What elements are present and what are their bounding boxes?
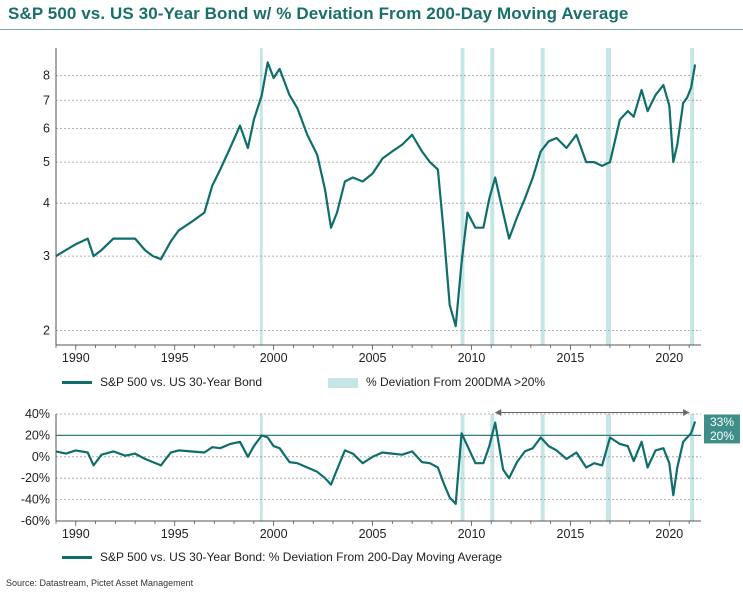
- legend-bottom-series: S&P 500 vs. US 30-Year Bond: % Deviation…: [62, 550, 502, 564]
- x-tick-label: 1995: [161, 351, 189, 365]
- legend-line-swatch: [62, 381, 92, 385]
- shaded-band: [540, 414, 545, 521]
- y-tick-label: 3: [43, 249, 50, 263]
- shaded-band: [259, 414, 263, 521]
- shaded-band: [540, 48, 545, 345]
- legend-top-band-label: % Deviation From 200DMA >20%: [366, 375, 546, 389]
- shaded-band: [606, 48, 611, 345]
- shaded-band: [690, 414, 695, 521]
- x-tick-label: 2005: [359, 527, 387, 541]
- legend-line-swatch: [62, 556, 92, 560]
- shaded-band: [490, 414, 495, 521]
- series-line: [55, 421, 697, 505]
- current-value-box: [704, 414, 740, 430]
- chart-title: S&P 500 vs. US 30-Year Bond w/ % Deviati…: [8, 4, 629, 23]
- x-tick-label: 2015: [557, 527, 585, 541]
- y-tick-label: 6: [43, 122, 50, 136]
- y-tick-label: 8: [43, 69, 50, 83]
- y-tick-label: 2: [43, 324, 50, 338]
- x-tick-label: 2005: [359, 351, 387, 365]
- current-value-label: 33%: [710, 415, 734, 429]
- x-tick-label: 1995: [161, 527, 189, 541]
- y-tick-label: -20%: [21, 471, 50, 485]
- y-tick-label: 4: [43, 196, 50, 210]
- x-tick-label: 2015: [557, 351, 585, 365]
- y-tick-label: 0%: [32, 450, 50, 464]
- range-arrow-head-left: [495, 408, 502, 416]
- series-line: [55, 61, 697, 328]
- shaded-band: [606, 414, 611, 521]
- bottom-panel: 40% 20% 0% -20% -40% -60% 1990 1995 2000 2005 2010…: [21, 407, 740, 541]
- legend-band-swatch: [328, 377, 358, 388]
- legend-top-band: % Deviation From 200DMA >20%: [328, 375, 545, 389]
- x-tick-label: 2010: [458, 527, 486, 541]
- legend-bottom-series-label: S&P 500 vs. US 30-Year Bond: % Deviation…: [100, 550, 502, 564]
- shaded-band: [490, 48, 495, 345]
- shaded-band: [460, 414, 465, 521]
- x-tick-label: 2020: [655, 527, 683, 541]
- y-tick-label: 7: [43, 93, 50, 107]
- y-tick-label: 40%: [25, 407, 50, 421]
- shaded-band: [690, 48, 695, 345]
- y-tick-label: 5: [43, 155, 50, 169]
- x-tick-label: 1990: [62, 351, 90, 365]
- x-tick-label: 1990: [62, 527, 90, 541]
- x-tick-label: 2010: [458, 351, 486, 365]
- shaded-band: [460, 48, 465, 345]
- x-tick-label: 2000: [260, 527, 288, 541]
- y-tick-label: 20%: [25, 428, 50, 442]
- y-tick-label: -60%: [21, 514, 50, 528]
- shaded-band: [259, 48, 263, 345]
- range-arrow-head-right: [683, 408, 690, 416]
- threshold-label-box: [704, 428, 740, 444]
- source-note: Source: Datastream, Pictet Asset Managem…: [6, 578, 194, 588]
- legend-top-series: S&P 500 vs. US 30-Year Bond: [62, 375, 262, 389]
- y-tick-label: -40%: [21, 493, 50, 507]
- legend-top-series-label: S&P 500 vs. US 30-Year Bond: [100, 375, 263, 389]
- title-divider: [0, 29, 743, 30]
- threshold-label: 20%: [710, 429, 734, 443]
- top-panel: 2 3 4 5 6 7 8 1990 1995 2000 2005 2010 2015 2020: [43, 48, 701, 365]
- x-tick-label: 2020: [655, 351, 683, 365]
- x-tick-label: 2000: [260, 351, 288, 365]
